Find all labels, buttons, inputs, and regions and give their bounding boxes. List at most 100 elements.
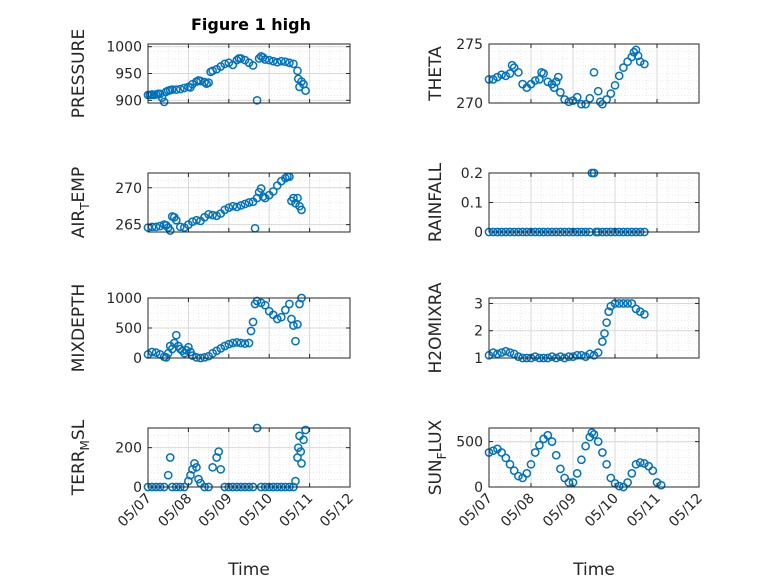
data-point xyxy=(507,60,517,70)
axes-box xyxy=(488,43,700,104)
data-point xyxy=(530,352,540,361)
y-tick-label: 0 xyxy=(133,480,142,496)
data-point xyxy=(281,305,290,315)
y-tick-label: 200 xyxy=(115,441,142,457)
y-tick-label: 270 xyxy=(456,96,483,112)
data-point xyxy=(165,453,175,462)
x-tick-label: 05/08 xyxy=(155,491,195,531)
y-tick-label: 3 xyxy=(474,296,483,312)
data-point xyxy=(497,448,506,457)
subplot-5: 0 500 1000 MIXDEPTH xyxy=(69,284,351,372)
y-tick-label: 950 xyxy=(115,67,142,83)
data-point xyxy=(598,337,607,346)
data-point xyxy=(572,92,582,102)
data-point xyxy=(260,55,270,64)
data-point xyxy=(232,338,242,347)
data-point xyxy=(236,338,246,348)
y-tick-label: 1 xyxy=(474,351,483,367)
data-point xyxy=(522,469,532,478)
data-point xyxy=(493,72,502,82)
data-point xyxy=(577,455,586,465)
data-point xyxy=(293,320,302,329)
subplot-8: 0 500 05/07 05/08 05/09 05/10 05/11 05/12 SUNFLU… xyxy=(426,419,706,580)
data-point xyxy=(619,63,628,72)
data-point xyxy=(264,55,274,65)
x-tick-label: 05/10 xyxy=(582,491,622,531)
data-point xyxy=(161,353,171,362)
data-point xyxy=(224,339,234,349)
data-point xyxy=(220,59,230,69)
data-point xyxy=(204,209,213,219)
data-point xyxy=(530,448,540,457)
data-point xyxy=(192,462,201,472)
data-point xyxy=(228,338,238,348)
data-point xyxy=(577,99,586,109)
y-axis-label: PRESSURE xyxy=(69,29,89,118)
data-point xyxy=(297,205,306,215)
data-point xyxy=(246,326,256,336)
y-axis-label: RAINFALL xyxy=(426,162,446,242)
data-point xyxy=(171,330,181,340)
data-point xyxy=(289,193,298,203)
data-point xyxy=(281,57,290,67)
data-point xyxy=(509,466,519,476)
data-point xyxy=(593,348,603,357)
data-point xyxy=(244,198,254,207)
subplot-1: 900 950 1000 PRESSURE xyxy=(69,29,351,118)
y-tick-label: 0 xyxy=(133,351,142,367)
y-tick-label: 0.1 xyxy=(461,196,483,212)
data-point xyxy=(214,447,224,456)
y-tick-label: 1000 xyxy=(106,291,142,307)
data-point xyxy=(551,450,561,460)
data-point xyxy=(581,441,590,451)
y-tick-label: 0.2 xyxy=(461,166,483,182)
data-point xyxy=(610,80,620,90)
data-point xyxy=(581,99,590,109)
data-point xyxy=(285,299,294,309)
data-point xyxy=(598,448,607,457)
y-tick-label: 0 xyxy=(474,225,483,241)
data-point xyxy=(192,353,201,362)
x-tick-label: 05/10 xyxy=(236,491,276,531)
data-point xyxy=(488,75,498,84)
data-point xyxy=(260,300,270,310)
data-point xyxy=(224,203,234,213)
data-point xyxy=(488,348,498,357)
data-point xyxy=(180,83,189,93)
data-point xyxy=(248,61,258,70)
data-point xyxy=(216,464,226,474)
axes-box xyxy=(147,172,351,233)
data-point xyxy=(258,192,268,201)
data-point xyxy=(556,88,565,97)
data-point xyxy=(228,201,238,211)
data-point xyxy=(268,56,278,66)
data-point xyxy=(200,77,209,87)
data-point xyxy=(167,85,177,94)
data-point xyxy=(272,314,282,324)
data-point xyxy=(602,459,611,469)
data-series xyxy=(143,172,306,235)
y-axis-label: AIRTEMP xyxy=(69,167,92,238)
data-point xyxy=(602,318,611,327)
y-tick-label: 270 xyxy=(115,181,142,197)
data-point xyxy=(175,84,185,94)
x-tick-label: 05/08 xyxy=(498,491,538,531)
data-point xyxy=(635,458,645,467)
x-tick-label: 05/07 xyxy=(456,491,496,531)
data-point xyxy=(505,348,515,357)
x-tick-label: 05/12 xyxy=(317,491,357,531)
data-point xyxy=(289,321,298,330)
x-axis-label: Time xyxy=(572,560,615,580)
data-point xyxy=(627,469,637,478)
data-point xyxy=(593,86,603,96)
data-point xyxy=(640,59,649,69)
y-tick-label: 2 xyxy=(474,324,483,340)
data-point xyxy=(236,54,246,63)
y-tick-label: 900 xyxy=(115,93,142,109)
y-axis-label: TERRMSL xyxy=(69,419,92,496)
data-point xyxy=(232,55,242,65)
data-point xyxy=(539,69,548,78)
data-point xyxy=(526,459,536,469)
data-point xyxy=(604,307,614,316)
